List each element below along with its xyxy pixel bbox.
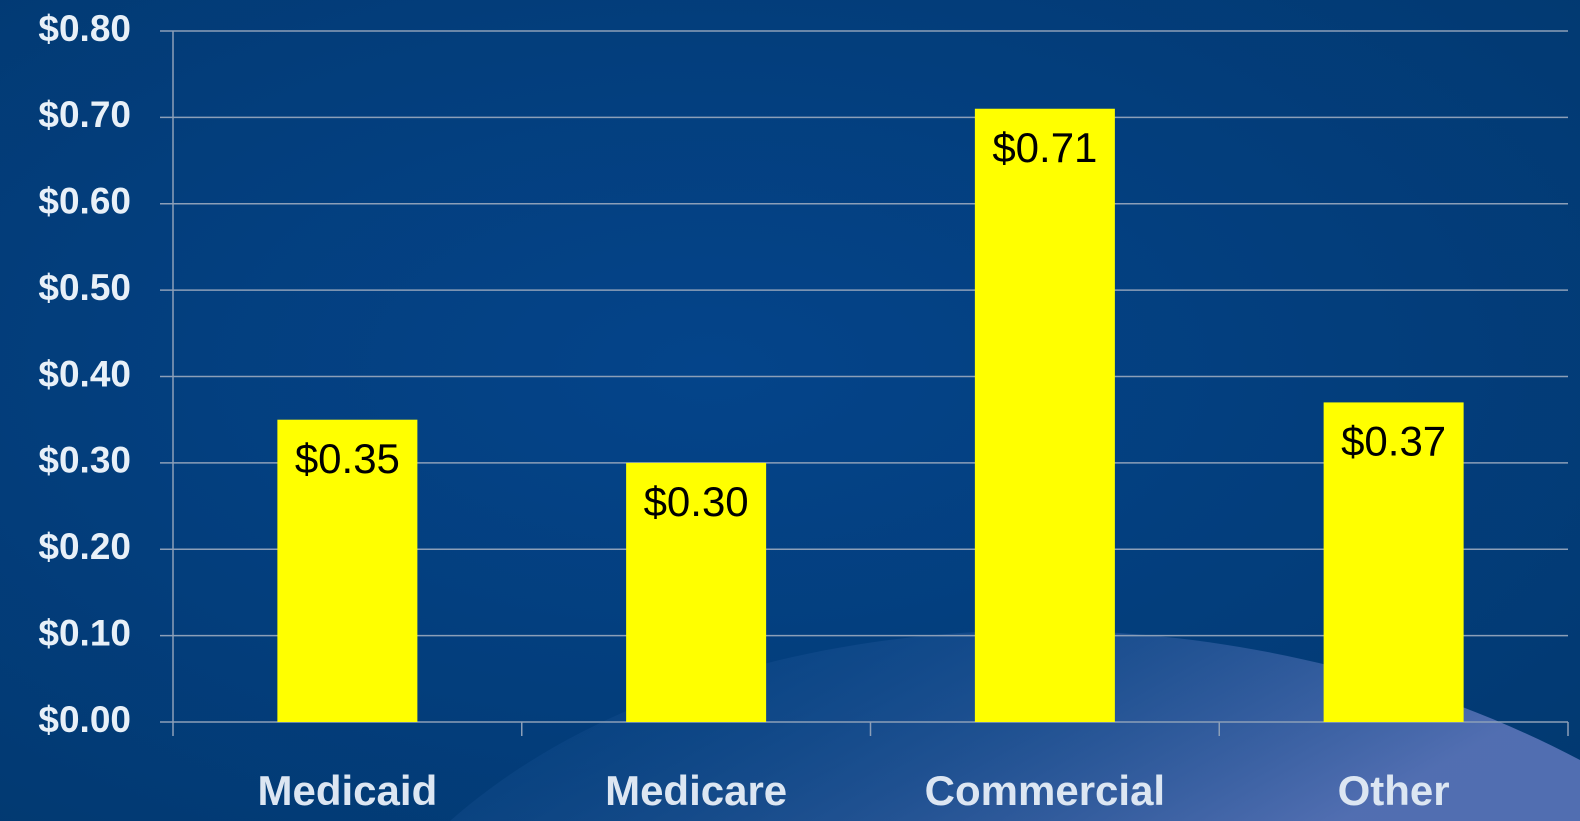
x-tick-label: Other (1338, 767, 1450, 814)
y-tick-label: $0.60 (38, 181, 131, 222)
y-tick-label: $0.30 (38, 440, 131, 481)
x-tick-label: Medicaid (258, 767, 438, 814)
bar (974, 108, 1115, 723)
bar (277, 419, 418, 722)
y-tick-label: $0.70 (38, 94, 131, 135)
y-tick-label: $0.00 (38, 699, 131, 740)
y-tick-label: $0.80 (38, 8, 131, 49)
value-label: $0.35 (295, 435, 400, 482)
value-label: $0.71 (992, 124, 1097, 171)
value-label: $0.37 (1341, 418, 1446, 465)
bar (626, 462, 767, 722)
x-tick-label: Medicare (605, 767, 787, 814)
y-tick-label: $0.40 (38, 353, 131, 394)
x-tick-label: Commercial (925, 767, 1165, 814)
y-tick-label: $0.20 (38, 526, 131, 567)
y-tick-label: $0.10 (38, 612, 131, 653)
bar (1323, 402, 1464, 722)
y-tick-label: $0.50 (38, 267, 131, 308)
value-label: $0.30 (644, 478, 749, 525)
